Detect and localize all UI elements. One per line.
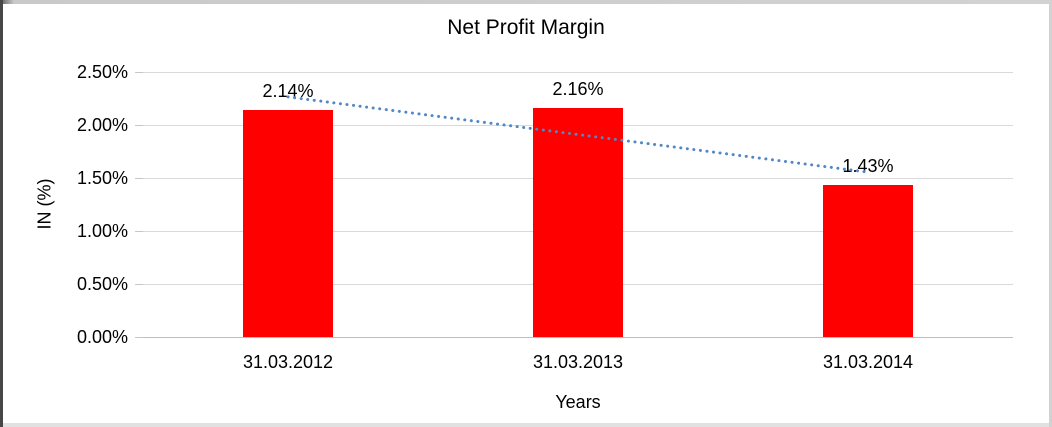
y-tick-label: 1.50%	[76, 168, 128, 188]
y-axis-tick	[135, 178, 143, 179]
chart-title: Net Profit Margin	[447, 16, 605, 39]
y-tick-label: 0.50%	[76, 274, 128, 294]
x-axis-line	[143, 337, 1013, 338]
gridline	[143, 72, 1013, 73]
bar-value-label: 2.16%	[552, 79, 604, 99]
y-axis-tick	[135, 125, 143, 126]
x-tick-label: 31.03.2012	[242, 352, 334, 372]
bar-31.03.2012	[243, 110, 333, 337]
bar-31.03.2014	[823, 185, 913, 337]
bar-value-label: 1.43%	[842, 156, 894, 176]
y-axis-tick	[135, 337, 143, 338]
frame-border-bottom	[0, 423, 1052, 427]
x-axis-title: Years	[555, 392, 601, 412]
frame-border-left	[0, 0, 3, 427]
y-tick-label: 2.50%	[76, 62, 128, 82]
bar-31.03.2013	[533, 108, 623, 337]
x-tick-label: 31.03.2014	[822, 352, 914, 372]
y-tick-label: 0.00%	[76, 327, 128, 347]
y-axis-tick	[135, 72, 143, 73]
y-axis-tick	[135, 284, 143, 285]
y-axis-tick	[135, 231, 143, 232]
frame-border-top	[0, 0, 1052, 4]
x-tick-label: 31.03.2013	[532, 352, 624, 372]
y-tick-label: 1.00%	[76, 221, 128, 241]
bar-value-label: 2.14%	[262, 81, 314, 101]
y-tick-label: 2.00%	[76, 115, 128, 135]
frame-border-right	[1049, 0, 1052, 427]
